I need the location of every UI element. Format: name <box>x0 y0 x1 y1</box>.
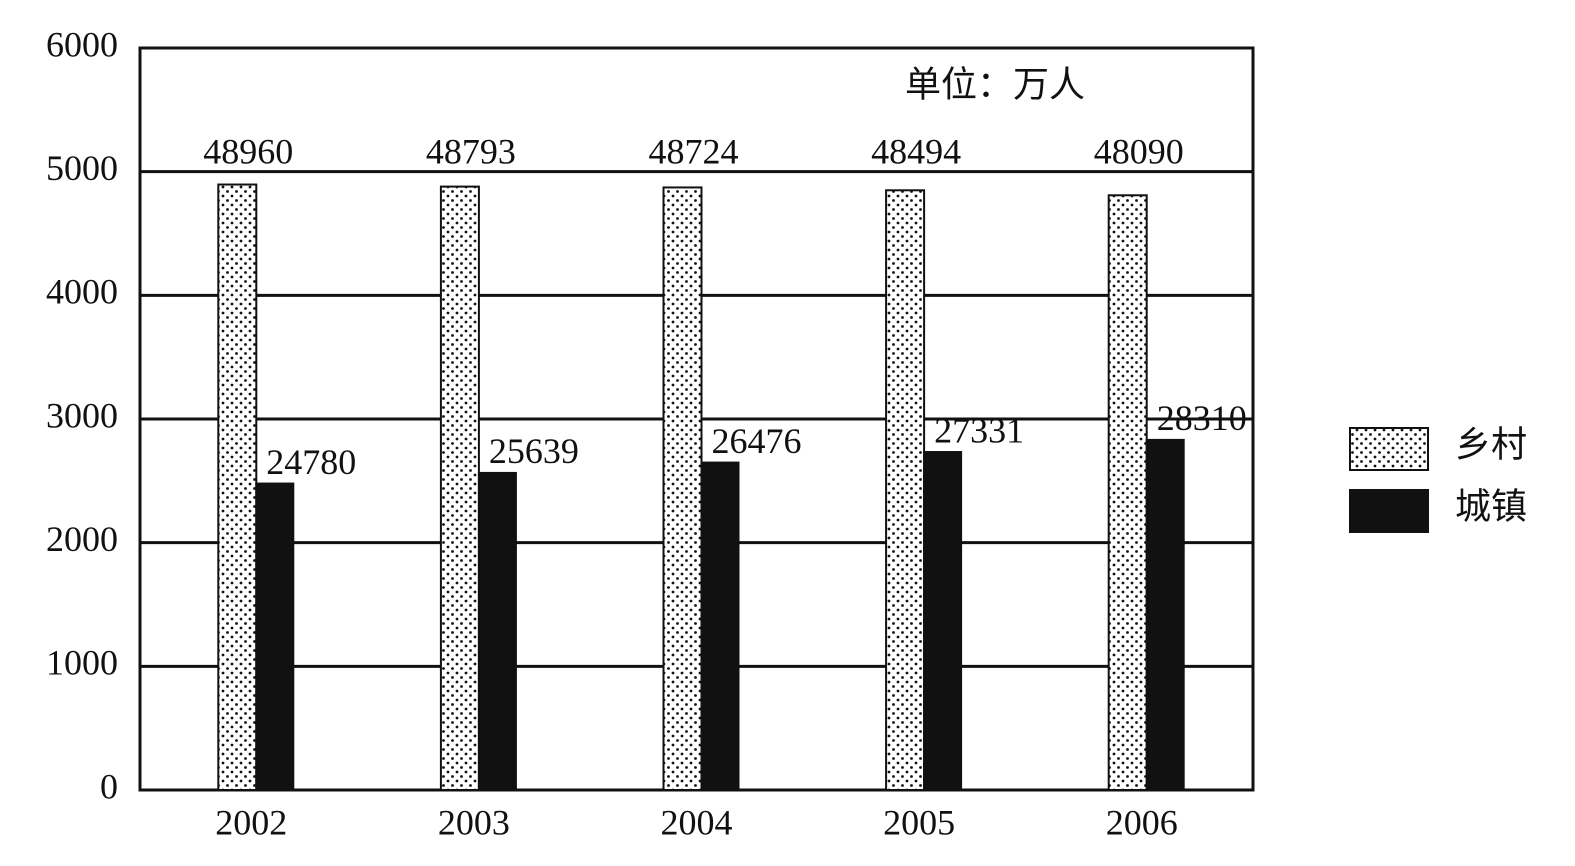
bar <box>1145 438 1185 791</box>
data-label: 26476 <box>712 421 802 461</box>
x-tick-label: 2005 <box>883 802 955 842</box>
y-tick-label: 0 <box>100 766 118 806</box>
data-label: 48494 <box>871 131 961 171</box>
y-tick-label: 6000 <box>46 24 118 64</box>
legend-label: 乡村 <box>1455 424 1527 464</box>
bar <box>477 471 517 791</box>
bar <box>885 189 926 791</box>
legend-label: 城镇 <box>1455 486 1527 526</box>
data-label: 24780 <box>266 442 356 482</box>
bar <box>923 451 963 791</box>
bar <box>255 482 295 791</box>
x-tick-label: 2002 <box>215 802 287 842</box>
y-tick-label: 1000 <box>46 643 118 683</box>
bar <box>700 461 740 791</box>
x-tick-label: 2004 <box>661 802 733 842</box>
y-tick-label: 5000 <box>46 148 118 188</box>
data-label: 48724 <box>649 131 739 171</box>
bar <box>662 186 703 791</box>
data-label: 27331 <box>934 410 1024 450</box>
legend-swatch <box>1349 489 1429 533</box>
bar <box>439 185 480 791</box>
x-tick-label: 2006 <box>1106 802 1178 842</box>
data-label: 28310 <box>1157 398 1247 438</box>
legend-swatch <box>1349 427 1429 471</box>
bar <box>217 183 258 791</box>
data-label: 48960 <box>203 131 293 171</box>
x-tick-label: 2003 <box>438 802 510 842</box>
y-tick-label: 3000 <box>46 395 118 435</box>
data-label: 25639 <box>489 431 579 471</box>
bar <box>1107 194 1148 792</box>
data-label: 48793 <box>426 131 516 171</box>
annotation: 单位：万人 <box>905 64 1085 104</box>
data-label: 48090 <box>1094 131 1184 171</box>
y-tick-label: 4000 <box>46 272 118 312</box>
y-tick-label: 2000 <box>46 519 118 559</box>
